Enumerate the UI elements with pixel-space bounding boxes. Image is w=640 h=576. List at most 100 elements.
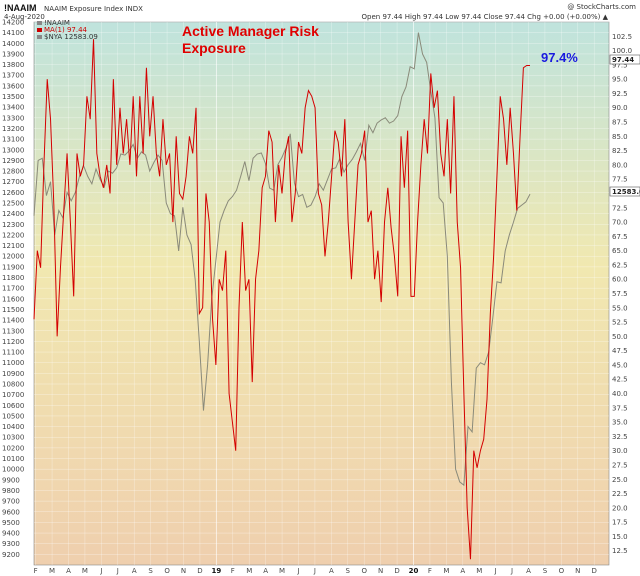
right-tick-label: 52.5: [612, 319, 628, 327]
right-tick-label: 15.0: [612, 533, 628, 541]
right-axis-ticks: 12.5 15.0 17.5 20.0 22.5 25.0 27.5 30.0 32.5 35.0…: [612, 33, 632, 555]
x-tick-label: S: [543, 567, 548, 575]
x-tick-label: A: [66, 567, 71, 575]
left-tick-label: 10700: [2, 391, 24, 399]
right-tick-label: 85.0: [612, 133, 628, 141]
right-tick-label: 30.0: [612, 447, 628, 455]
left-tick-label: 13300: [2, 114, 24, 122]
right-tag-naaim-text: 97.44: [612, 56, 634, 64]
x-tick-label: M: [246, 567, 252, 575]
naaim-series-line: [33, 39, 530, 560]
left-tick-label: 9800: [2, 487, 20, 495]
right-tick-label: 82.5: [612, 147, 628, 155]
right-tick-label: 17.5: [612, 519, 628, 527]
x-tick-label: J: [99, 567, 102, 575]
right-tick-label: 32.5: [612, 433, 628, 441]
right-tag-nya: 12583.09: [609, 186, 640, 197]
right-tick-label: 20.0: [612, 504, 628, 512]
x-tick-label: F: [231, 567, 235, 575]
legend-label-naaim: !NAAIM: [44, 19, 70, 27]
right-tick-label: 45.0: [612, 361, 628, 369]
x-tick-label: D: [592, 567, 597, 575]
left-tick-label: 11100: [2, 349, 24, 357]
left-tick-label: 10100: [2, 455, 24, 463]
left-tick-label: 11900: [2, 263, 24, 271]
x-tick-label: M: [49, 567, 55, 575]
x-tick-label: N: [181, 567, 186, 575]
left-tick-label: 12200: [2, 231, 24, 239]
right-tick-label: 25.0: [612, 476, 628, 484]
left-tick-label: 12100: [2, 242, 24, 250]
right-tick-label: 50.0: [612, 333, 628, 341]
x-tick-label: O: [361, 567, 367, 575]
left-tick-label: 9600: [2, 508, 20, 516]
plot-area: [33, 21, 610, 566]
x-tick-label: N: [378, 567, 383, 575]
left-tick-label: 11800: [2, 274, 24, 282]
right-tick-label: 57.5: [612, 290, 628, 298]
right-tick-label: 72.5: [612, 204, 628, 212]
x-tick-label: D: [394, 567, 399, 575]
x-tick-label: J: [296, 567, 299, 575]
x-tick-label: 19: [211, 567, 221, 575]
left-tick-label: 14000: [2, 40, 24, 48]
chart-description: NAAIM Exposure Index INDX: [44, 5, 143, 13]
x-tick-label: A: [526, 567, 531, 575]
right-tick-label: 40.0: [612, 390, 628, 398]
left-tick-label: 14200: [2, 19, 24, 27]
legend-label-ma: MA(1) 97.44: [44, 26, 88, 34]
right-tick-label: 60.0: [612, 276, 628, 284]
x-tick-label: A: [329, 567, 334, 575]
left-tick-label: 11000: [2, 359, 24, 367]
left-tick-label: 13000: [2, 146, 24, 154]
x-tick-label: S: [148, 567, 153, 575]
annotation-title-line2: Exposure: [182, 40, 246, 56]
annotation-title-line1: Active Manager Risk: [182, 23, 319, 39]
right-tick-label: 70.0: [612, 219, 628, 227]
left-tick-label: 10600: [2, 402, 24, 410]
right-tick-label: 42.5: [612, 376, 628, 384]
left-tick-label: 13200: [2, 125, 24, 133]
left-tick-label: 13100: [2, 136, 24, 144]
left-tick-label: 12600: [2, 189, 24, 197]
left-tick-label: 9400: [2, 530, 20, 538]
left-tick-label: 12800: [2, 168, 24, 176]
right-tick-label: 100.0: [612, 47, 632, 55]
left-tick-label: 10900: [2, 370, 24, 378]
right-tick-label: 90.0: [612, 104, 628, 112]
left-tick-label: 10400: [2, 423, 24, 431]
x-tick-label: 20: [409, 567, 419, 575]
x-tick-label: A: [132, 567, 137, 575]
left-tick-label: 9300: [2, 540, 20, 548]
x-tick-label: N: [575, 567, 580, 575]
left-tick-label: 12500: [2, 200, 24, 208]
right-tag-naaim: 97.44: [609, 54, 640, 65]
left-tick-label: 11300: [2, 327, 24, 335]
right-tick-label: 67.5: [612, 233, 628, 241]
left-tick-label: 13800: [2, 61, 24, 69]
right-tick-label: 80.0: [612, 161, 628, 169]
right-tick-label: 97.5: [612, 61, 628, 69]
right-tick-label: 12.5: [612, 547, 628, 555]
left-tick-label: 13600: [2, 82, 24, 90]
right-tick-label: 62.5: [612, 261, 628, 269]
left-tick-label: 12300: [2, 221, 24, 229]
x-tick-label: M: [476, 567, 482, 575]
x-tick-label: O: [164, 567, 170, 575]
right-tick-label: 47.5: [612, 347, 628, 355]
watermark: @ StockCharts.com: [567, 3, 636, 11]
left-tick-label: 10800: [2, 381, 24, 389]
legend-swatch-naaim: [37, 21, 42, 25]
right-tick-label: 27.5: [612, 461, 628, 469]
legend-swatch-nya: [37, 35, 42, 39]
grid-lines: [34, 21, 609, 565]
right-tick-label: 65.0: [612, 247, 628, 255]
x-axis-ticks: F M A M J J A S O N D 19 F M A M J J A S O N D 20 F M A M J J A S O N D: [34, 567, 597, 575]
legend-label-nya: $NYA 12583.09: [44, 33, 98, 41]
right-tick-label: 92.5: [612, 90, 628, 98]
x-tick-label: J: [494, 567, 497, 575]
left-tick-label: 14100: [2, 29, 24, 37]
left-tick-label: 13900: [2, 50, 24, 58]
chart-symbol: !NAAIM: [4, 3, 37, 13]
x-tick-label: J: [510, 567, 513, 575]
